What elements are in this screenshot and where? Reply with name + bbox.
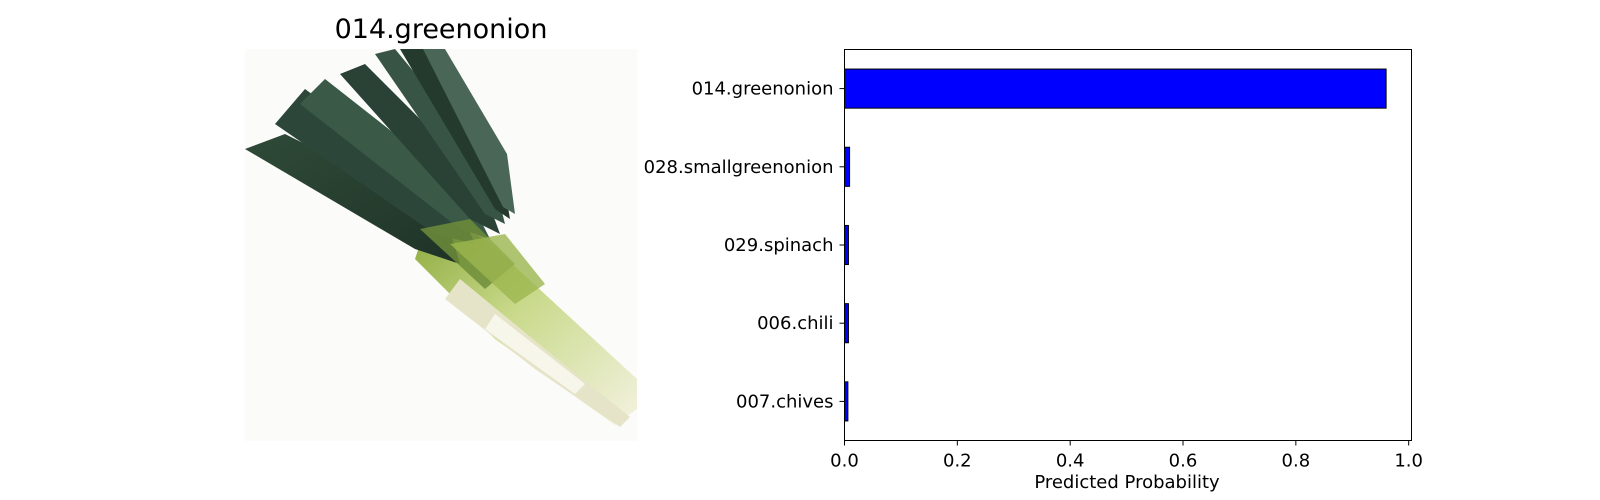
image-title: 014.greenonion bbox=[334, 14, 548, 45]
y-tick-label: 007.chives bbox=[736, 391, 834, 412]
x-tick-label: 0.2 bbox=[943, 451, 972, 472]
y-tick-label: 006.chili bbox=[757, 313, 833, 334]
y-tick-label: 029.spinach bbox=[724, 235, 834, 256]
bar-007.chives bbox=[844, 381, 849, 422]
y-tick-label: 014.greenonion bbox=[692, 79, 834, 100]
bar-014.greenonion bbox=[844, 68, 1387, 109]
bar-028.smallgreenonion bbox=[844, 146, 851, 187]
green-onion-photo bbox=[245, 49, 637, 441]
bar-006.chili bbox=[844, 303, 849, 344]
x-tick-label: 0.4 bbox=[1056, 451, 1085, 472]
y-tick-label: 028.smallgreenonion bbox=[644, 157, 834, 178]
x-axis-label: Predicted Probability bbox=[1034, 472, 1220, 493]
x-tick-label: 0.8 bbox=[1282, 451, 1311, 472]
x-tick-label: 1.0 bbox=[1394, 451, 1423, 472]
x-tick-label: 0.6 bbox=[1169, 451, 1198, 472]
bar-029.spinach bbox=[844, 224, 849, 266]
x-tick-label: 0.0 bbox=[830, 451, 859, 472]
